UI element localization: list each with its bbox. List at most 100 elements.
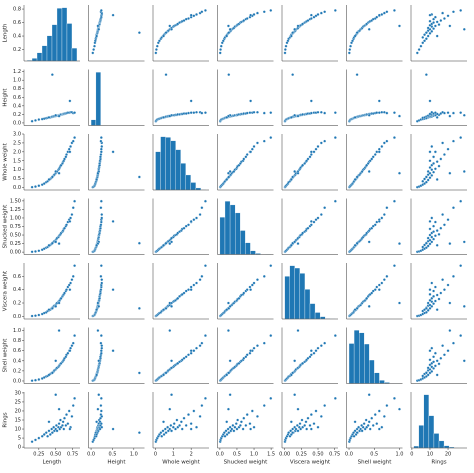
y-tick-label: 0.2: [13, 301, 21, 307]
scatter-point: [289, 429, 293, 433]
scatter-point: [137, 431, 141, 435]
scatter-point: [65, 223, 68, 227]
y-tick-label: 0.6: [13, 274, 21, 280]
scatter-point: [69, 145, 73, 148]
scatter-point: [426, 170, 430, 173]
scatter-point: [189, 111, 193, 115]
scatter-point: [99, 150, 103, 154]
histogram-bar: [438, 440, 445, 449]
scatter-point: [367, 170, 371, 173]
scatter-point: [380, 216, 384, 220]
scatter-point: [309, 223, 313, 227]
y-tick-label: 0.6: [13, 348, 21, 354]
scatter-point: [316, 145, 320, 148]
scatter-point: [200, 404, 204, 407]
scatter-point: [309, 153, 313, 156]
scatter-point: [319, 141, 323, 145]
scatter-point: [367, 393, 371, 397]
scatter-point: [189, 288, 193, 292]
scatter-point: [291, 371, 295, 375]
scatter-point: [50, 73, 54, 77]
scatter-point: [61, 423, 64, 427]
scatter-point: [441, 278, 445, 282]
scatter-point: [100, 278, 104, 282]
scatter-point: [293, 240, 297, 244]
scatter-point: [54, 359, 58, 363]
scatter-point: [301, 163, 305, 167]
scatter-point: [250, 283, 254, 287]
scatter-point: [203, 264, 207, 268]
scatter-point: [99, 136, 103, 140]
histogram-bar: [294, 267, 301, 320]
scatter-point: [242, 416, 246, 420]
scatter-point: [228, 304, 232, 308]
scatter-point: [47, 420, 51, 424]
scatter-point: [428, 298, 432, 302]
scatter-point: [57, 114, 61, 118]
scatter-point: [218, 51, 222, 55]
y-tick-label: 25: [15, 399, 21, 405]
scatter-point: [52, 425, 56, 429]
scatter-point: [452, 10, 455, 14]
scatter-point: [368, 427, 372, 431]
scatter-point: [223, 434, 227, 438]
scatter-point: [219, 44, 223, 48]
scatter-point: [170, 27, 173, 31]
scatter-point: [249, 99, 253, 103]
scatter-point: [430, 369, 434, 373]
scatter-point: [203, 199, 207, 203]
histogram-bar: [348, 343, 355, 384]
scatter-point: [385, 274, 389, 278]
scatter-point: [428, 238, 432, 242]
scatter-point: [323, 139, 327, 143]
scatter-point: [373, 223, 377, 227]
scatter-point: [200, 111, 204, 115]
scatter-point: [296, 24, 300, 28]
scatter-point: [419, 44, 423, 48]
scatter-point: [95, 243, 99, 247]
y-axis-label: Shell weight: [3, 338, 9, 373]
scatter-point: [423, 243, 426, 247]
scatter-point: [441, 141, 445, 145]
x-axis-label: Rings: [431, 460, 446, 466]
scatter-point: [37, 184, 41, 188]
histogram-bar: [379, 380, 385, 384]
scatter-point: [382, 110, 386, 114]
scatter-point: [227, 371, 231, 375]
scatter-point: [192, 14, 196, 18]
scatter-point: [252, 145, 256, 148]
scatter-point: [226, 24, 230, 28]
scatter-point: [111, 427, 115, 431]
scatter-point: [430, 29, 434, 33]
scatter-point: [370, 416, 374, 420]
scatter-point: [269, 334, 273, 338]
scatter-point: [323, 341, 327, 345]
scatter-point: [301, 361, 305, 365]
scatter-point: [428, 242, 432, 246]
y-axis-label: Rings: [3, 412, 9, 427]
scatter-point: [168, 407, 172, 411]
y-axis-label: Viscera weight: [3, 270, 9, 311]
y-axis-label: Whole weight: [3, 142, 9, 180]
y-tick-label: 3.0: [13, 132, 21, 138]
x-tick-label: 0: [410, 452, 413, 458]
scatter-point: [385, 404, 389, 407]
x-tick-label: 1.0: [395, 452, 403, 458]
scatter-point: [96, 24, 100, 28]
scatter-point: [428, 292, 432, 296]
scatter-point: [30, 314, 34, 318]
scatter-point: [316, 216, 320, 220]
histogram-bar: [284, 276, 290, 320]
scatter-point: [99, 220, 103, 224]
scatter-point: [55, 429, 59, 433]
scatter-point: [236, 418, 240, 422]
scatter-point: [355, 306, 359, 310]
y-tick-label: 1.0: [13, 78, 21, 84]
scatter-point: [176, 425, 180, 429]
scatter-point: [97, 393, 101, 397]
scatter-point: [432, 355, 436, 359]
scatter-point: [423, 33, 426, 37]
scatter-point: [385, 206, 389, 210]
scatter-point: [452, 206, 455, 210]
scatter-point: [428, 150, 432, 154]
